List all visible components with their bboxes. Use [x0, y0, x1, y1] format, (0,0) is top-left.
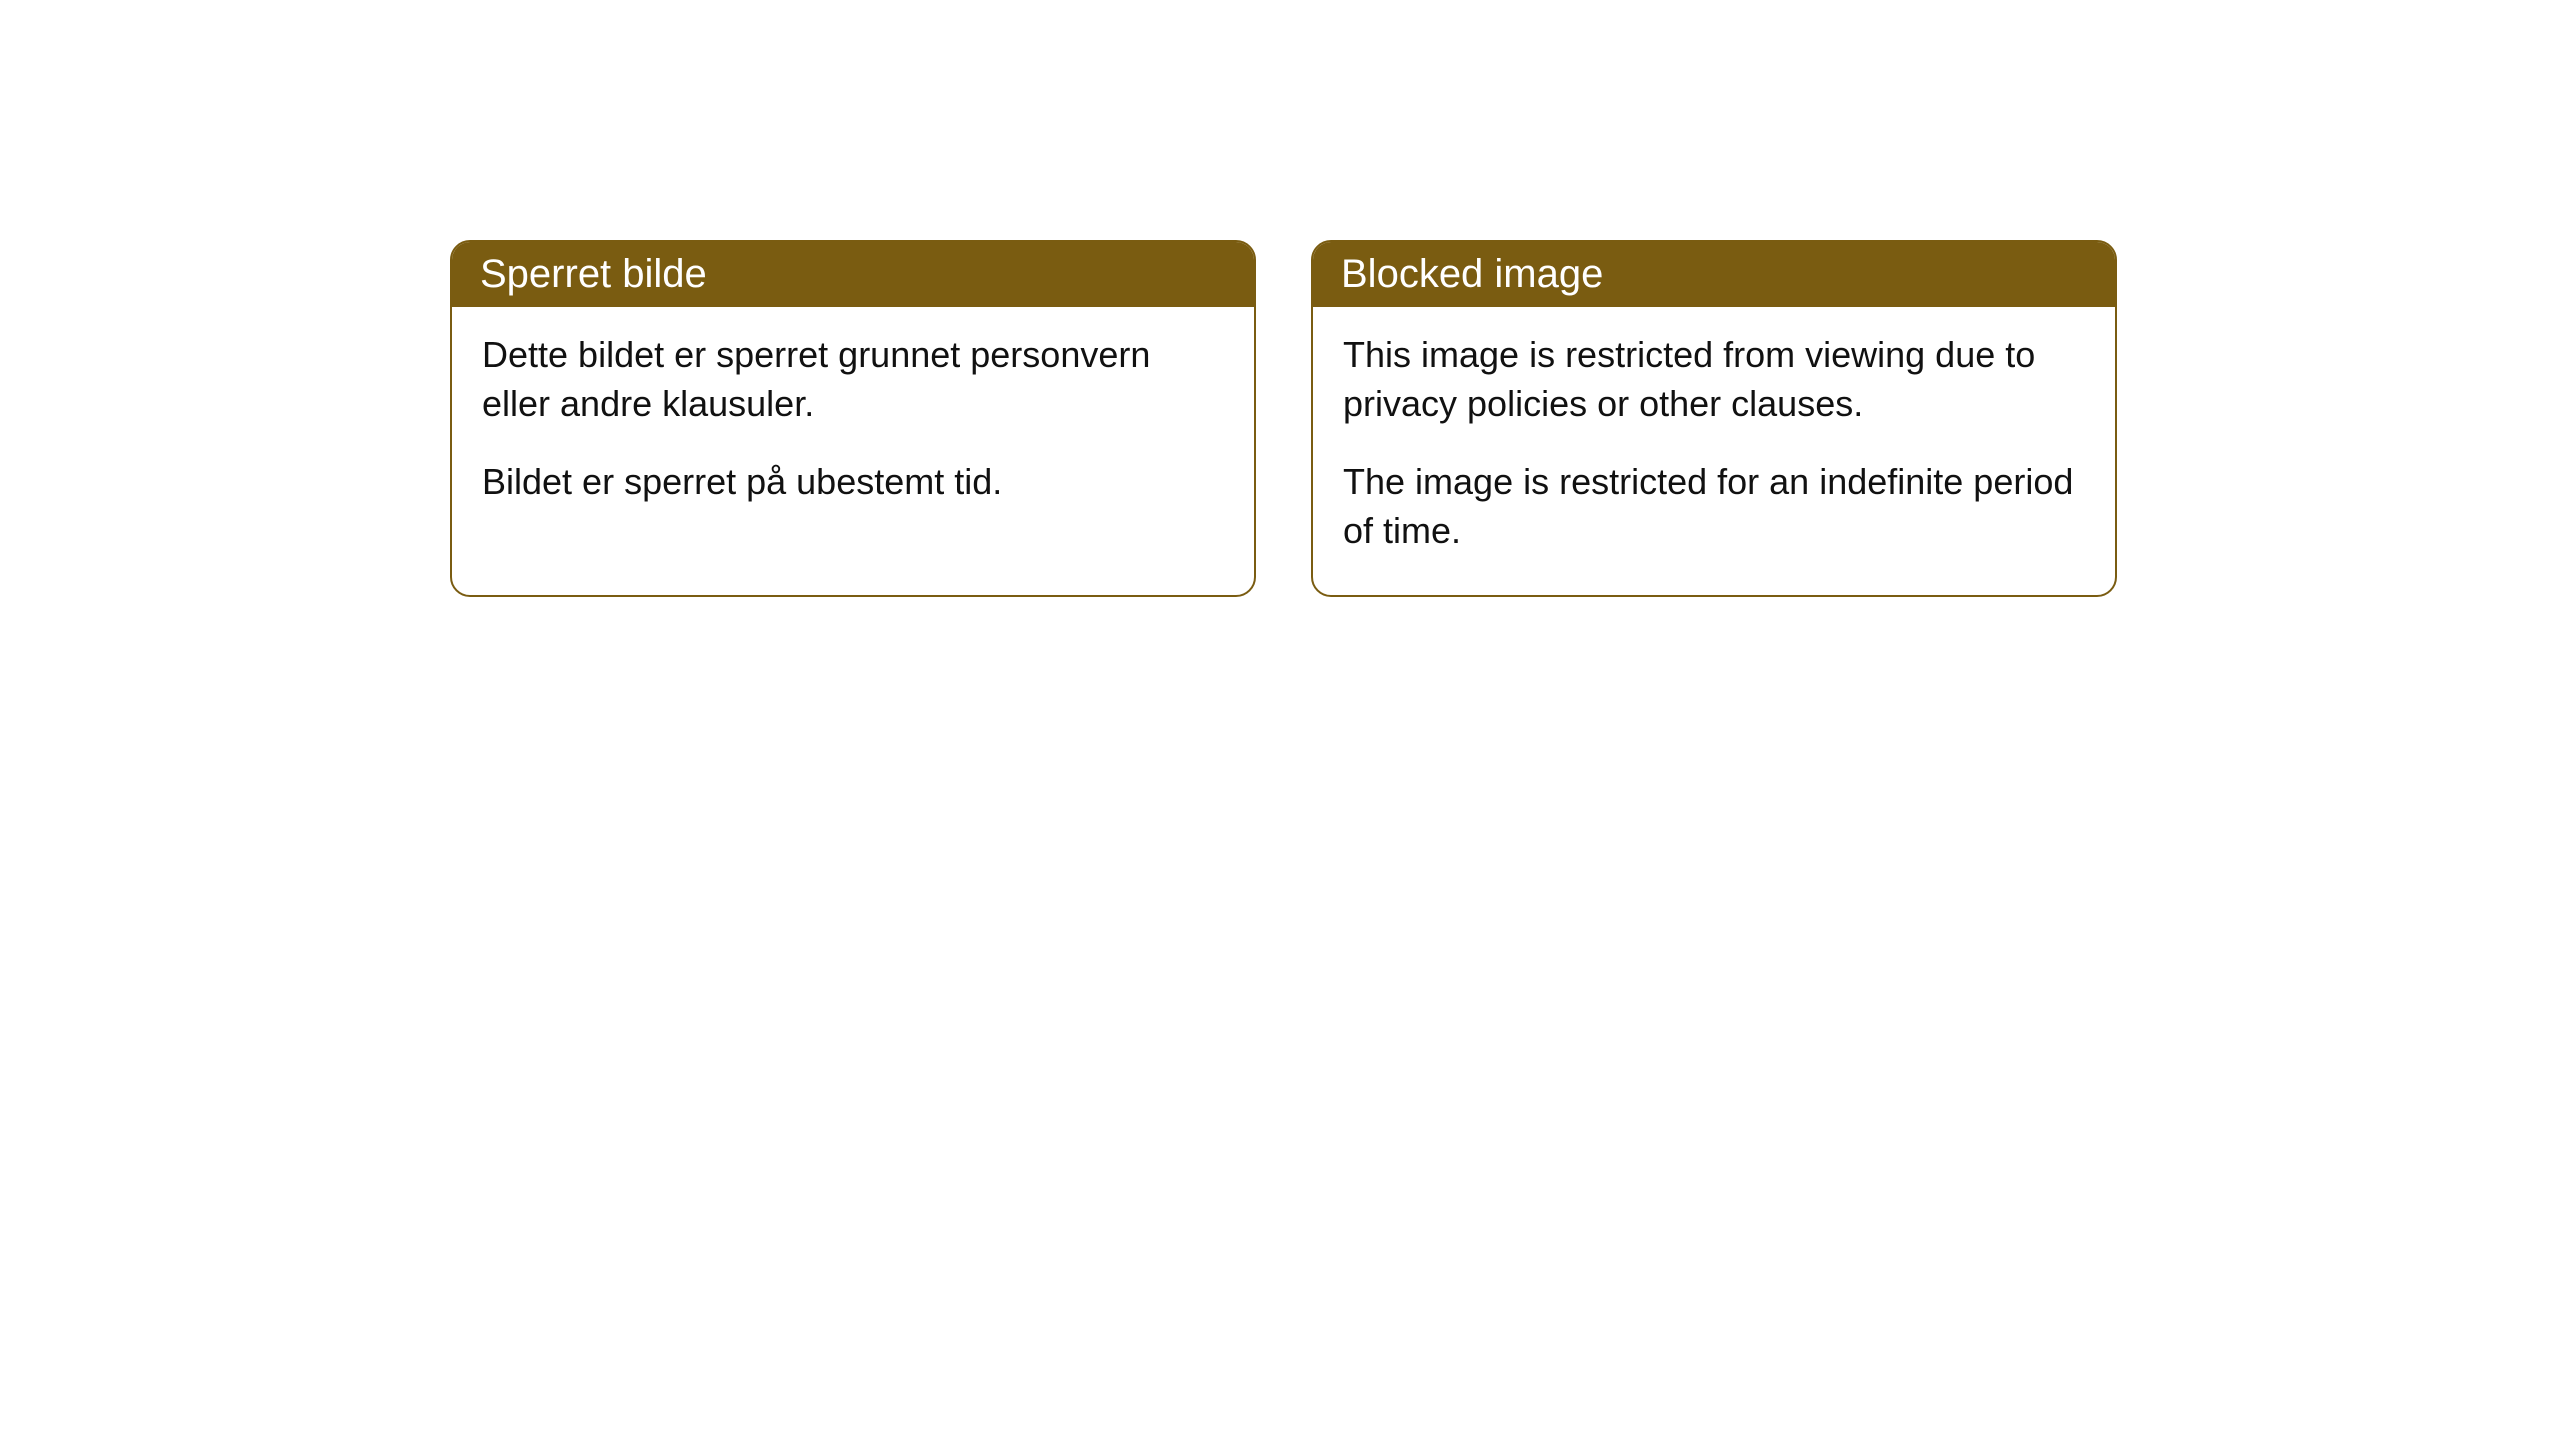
- card-paragraph: Dette bildet er sperret grunnet personve…: [482, 331, 1224, 428]
- card-header: Sperret bilde: [452, 242, 1254, 307]
- notice-card-english: Blocked image This image is restricted f…: [1311, 240, 2117, 597]
- card-title: Sperret bilde: [480, 252, 707, 296]
- notice-card-norwegian: Sperret bilde Dette bildet er sperret gr…: [450, 240, 1256, 597]
- card-paragraph: This image is restricted from viewing du…: [1343, 331, 2085, 428]
- card-paragraph: The image is restricted for an indefinit…: [1343, 458, 2085, 555]
- card-header: Blocked image: [1313, 242, 2115, 307]
- card-body: Dette bildet er sperret grunnet personve…: [452, 307, 1254, 547]
- card-title: Blocked image: [1341, 252, 1603, 296]
- card-body: This image is restricted from viewing du…: [1313, 307, 2115, 595]
- notice-cards-container: Sperret bilde Dette bildet er sperret gr…: [450, 240, 2117, 597]
- card-paragraph: Bildet er sperret på ubestemt tid.: [482, 458, 1224, 507]
